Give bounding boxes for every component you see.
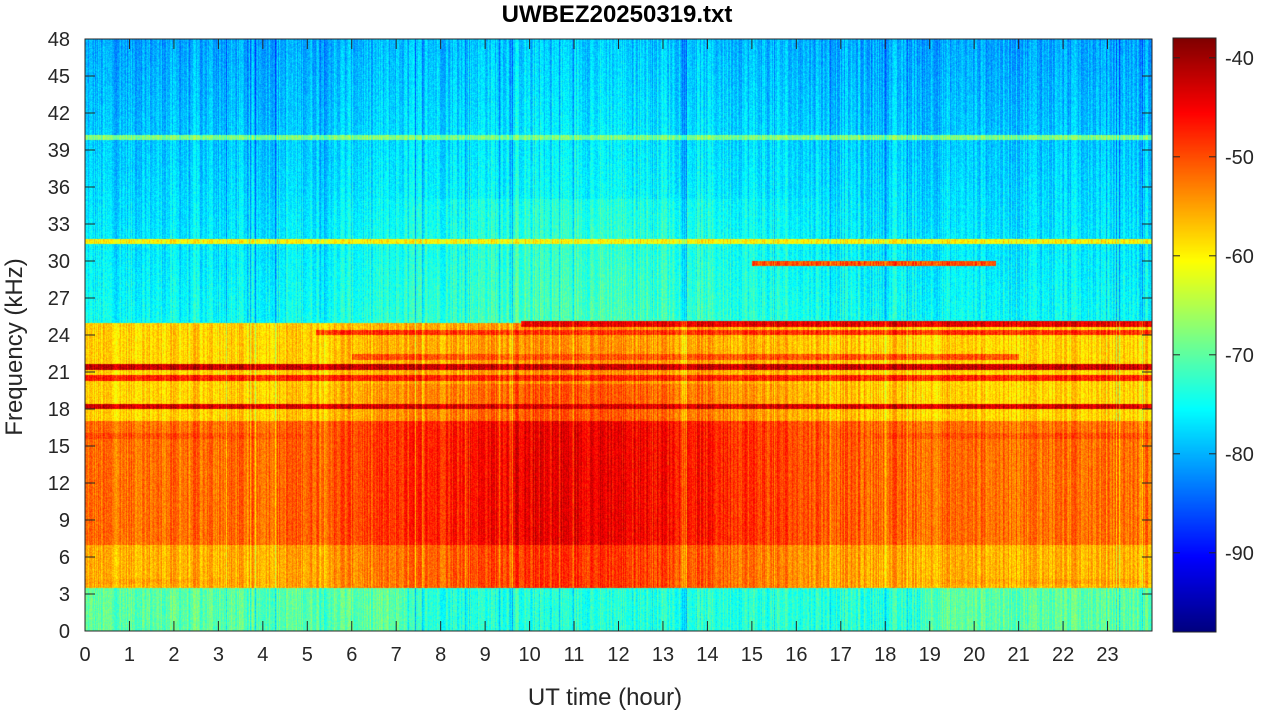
colorbar-frame (1172, 37, 1217, 633)
y-tick-label: 12 (48, 473, 70, 495)
plot-area (85, 39, 1152, 631)
y-tick-label: 6 (59, 547, 70, 569)
x-tick-label: 21 (1008, 644, 1030, 666)
x-tick-label: 5 (302, 644, 313, 666)
x-tick-label: 13 (652, 644, 674, 666)
x-tick-label: 12 (607, 644, 629, 666)
y-tick-label: 3 (59, 584, 70, 606)
x-tick-label: 15 (741, 644, 763, 666)
y-tick-label: 48 (48, 29, 70, 51)
x-tick-label: 4 (257, 644, 268, 666)
colorbar-axis: -40 -50 -60 -70 -80 -90 (1173, 48, 1254, 565)
colorbar (1173, 38, 1216, 632)
y-tick-label: 0 (59, 621, 70, 643)
colorbar-tick-label: -60 (1225, 246, 1254, 268)
x-tick-label: 19 (919, 644, 941, 666)
x-axis-label: UT time (hour) (528, 684, 682, 711)
y-tick-label: 30 (48, 251, 70, 273)
heatmap-image (85, 39, 1152, 631)
x-tick-label: 16 (785, 644, 807, 666)
y-tick-label: 9 (59, 510, 70, 532)
x-tick-label: 11 (564, 644, 585, 666)
x-tick-label: 20 (963, 644, 985, 666)
colorbar-tick-label: -50 (1225, 147, 1254, 169)
y-tick-label: 42 (48, 103, 70, 125)
x-tick-label: 9 (480, 644, 491, 666)
colorbar-tick-label: -70 (1225, 345, 1254, 367)
chart-title: UWBEZ20250319.txt (502, 1, 733, 28)
x-tick-label: 6 (346, 644, 357, 666)
x-tick-label: 8 (435, 644, 446, 666)
x-tick-label: 2 (168, 644, 179, 666)
x-axis: 0 1 2 3 4 5 6 7 8 9 10 11 12 13 14 15 16 17 18 19 20 21 22 23 (79, 39, 1119, 666)
y-tick-label: 21 (48, 362, 70, 384)
colorbar-tick-label: -90 (1225, 543, 1254, 565)
y-tick-label: 24 (48, 325, 70, 347)
x-tick-label: 1 (124, 644, 135, 666)
y-tick-label: 33 (48, 214, 70, 236)
colorbar-gradient (1173, 38, 1216, 632)
x-tick-label: 0 (79, 644, 90, 666)
x-tick-label: 18 (874, 644, 896, 666)
x-tick-label: 22 (1052, 644, 1074, 666)
x-tick-label: 23 (1096, 644, 1118, 666)
y-tick-label: 15 (48, 436, 70, 458)
y-tick-label: 36 (48, 177, 70, 199)
x-tick-label: 14 (696, 644, 718, 666)
y-tick-label: 39 (48, 140, 70, 162)
x-tick-label: 7 (391, 644, 402, 666)
colorbar-tick-label: -80 (1225, 444, 1254, 466)
y-tick-label: 18 (48, 399, 70, 421)
y-axis-label: Frequency (kHz) (1, 258, 28, 435)
x-tick-label: 3 (213, 644, 224, 666)
x-tick-label: 10 (518, 644, 540, 666)
colorbar-tick-label: -40 (1225, 48, 1254, 70)
x-tick-label: 17 (830, 644, 852, 666)
y-tick-label: 27 (48, 288, 70, 310)
y-tick-label: 45 (48, 66, 70, 88)
